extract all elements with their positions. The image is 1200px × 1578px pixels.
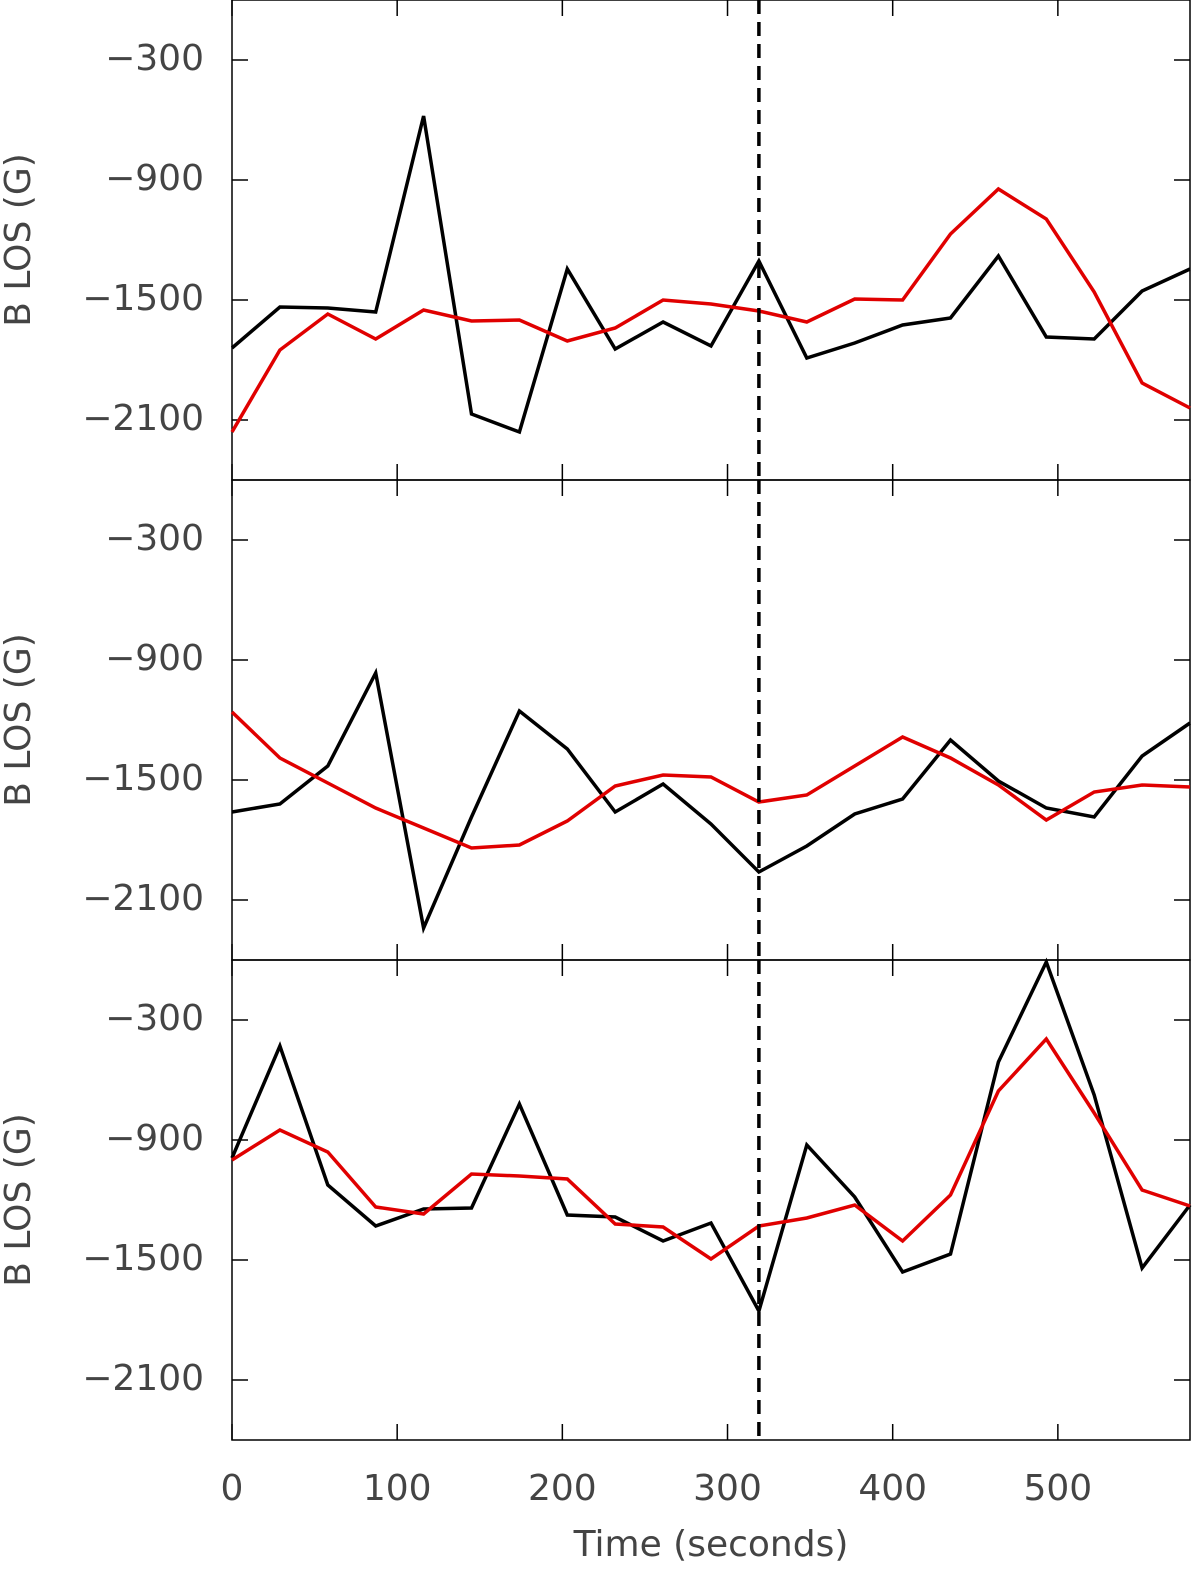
y-tick-label: −300 (105, 38, 204, 79)
y-tick-label: −1500 (82, 278, 204, 319)
x-tick-label: 300 (693, 1468, 762, 1509)
y-tick-label: −900 (105, 158, 204, 199)
x-tick-label: 500 (1024, 1468, 1093, 1509)
data-line (230, 710, 1191, 850)
data-line (230, 115, 1191, 435)
x-tick-label: 0 (221, 1468, 244, 1509)
y-tick-label: −1500 (82, 1238, 204, 1279)
plot-frame (231, 479, 1191, 961)
data-line (231, 1036, 1191, 1262)
y-tick-label: −2100 (82, 1358, 204, 1399)
x-axis-title: Time (seconds) (573, 1524, 849, 1565)
data-line (230, 186, 1191, 433)
x-tick-label: 200 (528, 1468, 597, 1509)
y-tick-label: −300 (105, 998, 204, 1039)
data-line (230, 957, 1192, 1316)
y-tick-label: −900 (105, 638, 204, 679)
y-tick-label: −2100 (82, 878, 204, 919)
y-axis-title: B LOS (G) (0, 633, 39, 807)
y-axis-title: B LOS (G) (0, 1113, 39, 1287)
y-tick-label: −300 (105, 518, 204, 559)
plot-frame (231, 959, 1191, 1441)
x-tick-label: 100 (363, 1468, 432, 1509)
x-tick-label: 400 (858, 1468, 927, 1509)
y-tick-label: −1500 (82, 758, 204, 799)
y-axis-title: B LOS (G) (0, 153, 39, 327)
plot-frame (231, 0, 1191, 481)
data-line (231, 667, 1191, 934)
y-tick-label: −2100 (82, 398, 204, 439)
y-tick-label: −900 (105, 1118, 204, 1159)
